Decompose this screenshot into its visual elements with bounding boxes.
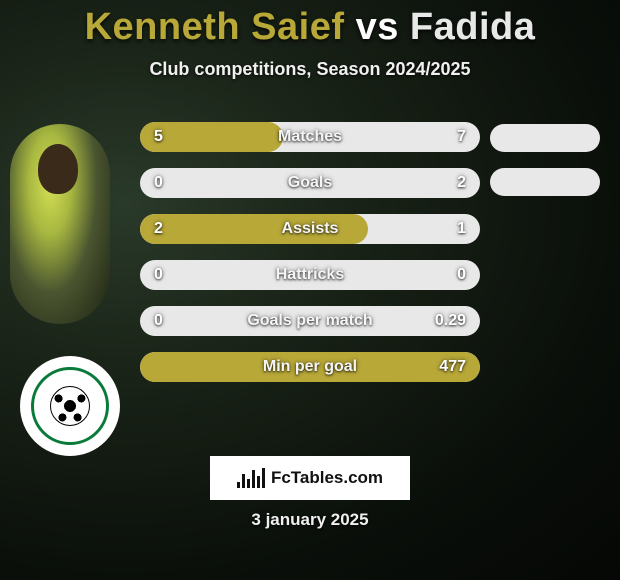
stat-label: Assists xyxy=(140,220,480,238)
stat-row: 5Matches7 xyxy=(140,122,480,152)
stat-value-right: 477 xyxy=(439,358,466,376)
stat-value-right: 0 xyxy=(457,266,466,284)
logo-bars-icon xyxy=(237,468,265,488)
player1-photo xyxy=(10,124,110,324)
stat-label: Hattricks xyxy=(140,266,480,284)
club-badge-ring xyxy=(31,367,109,445)
stat-label: Goals xyxy=(140,174,480,192)
stat-row: 2Assists1 xyxy=(140,214,480,244)
player2-pills xyxy=(490,124,600,196)
stats-table: 5Matches70Goals22Assists10Hattricks00Goa… xyxy=(140,122,480,382)
stat-row: 0Hattricks0 xyxy=(140,260,480,290)
stat-value-right: 7 xyxy=(457,128,466,146)
title-vs: vs xyxy=(356,6,399,48)
stat-value-right: 0.29 xyxy=(435,312,466,330)
content-root: Kenneth Saief vs Fadida Club competition… xyxy=(0,0,620,580)
club-badge xyxy=(20,356,120,456)
stat-label: Matches xyxy=(140,128,480,146)
title-player2: Fadida xyxy=(410,6,535,48)
page-title: Kenneth Saief vs Fadida xyxy=(0,0,620,49)
stat-value-right: 1 xyxy=(457,220,466,238)
site-logo: FcTables.com xyxy=(210,456,410,500)
stat-label: Min per goal xyxy=(140,358,480,376)
subtitle: Club competitions, Season 2024/2025 xyxy=(0,59,620,80)
club-badge-ball-icon xyxy=(50,386,90,426)
stat-row: Min per goal477 xyxy=(140,352,480,382)
stat-row: 0Goals per match0.29 xyxy=(140,306,480,336)
title-player1: Kenneth Saief xyxy=(85,6,345,48)
logo-text: FcTables.com xyxy=(271,468,383,488)
stat-label: Goals per match xyxy=(140,312,480,330)
stat-value-right: 2 xyxy=(457,174,466,192)
footer-date: 3 january 2025 xyxy=(0,510,620,530)
pill-1 xyxy=(490,124,600,152)
stat-row: 0Goals2 xyxy=(140,168,480,198)
pill-2 xyxy=(490,168,600,196)
